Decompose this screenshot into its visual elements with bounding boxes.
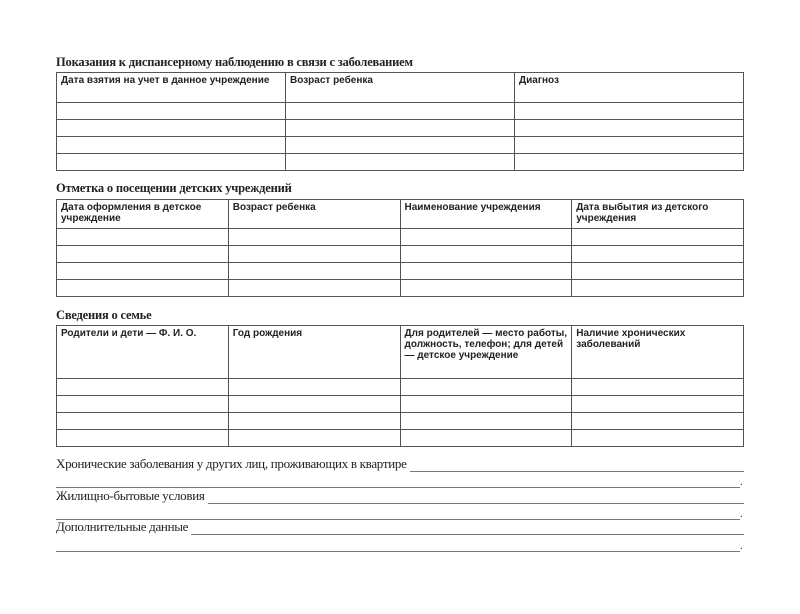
table-cell[interactable] — [227, 245, 401, 263]
column-header: Дата взятия на учет в данное учреждение — [56, 72, 286, 103]
table-cell[interactable] — [399, 429, 573, 447]
chronic-diseases-field: Хронические заболевания у других лиц, пр… — [56, 456, 744, 472]
table-row — [56, 102, 744, 120]
table-cell[interactable] — [399, 378, 573, 396]
table-cell[interactable] — [514, 153, 744, 171]
table-cell[interactable] — [571, 245, 744, 263]
table-cell[interactable] — [399, 412, 573, 430]
section-title-child-institutions: Отметка о посещении детских учреждений — [56, 181, 292, 195]
column-header: Дата выбытия из детского учреждения — [571, 199, 744, 229]
column-header: Возраст ребенка — [227, 199, 401, 229]
fill-line[interactable] — [409, 459, 744, 472]
dispensary-table: Дата взятия на учет в данное учреждение В… — [56, 72, 744, 171]
field-label: Хронические заболевания у других лиц, пр… — [56, 456, 407, 471]
table-row — [56, 119, 744, 137]
table-row — [56, 245, 744, 263]
table-cell[interactable] — [227, 395, 401, 413]
fill-line[interactable] — [207, 491, 744, 504]
table-cell[interactable] — [56, 262, 229, 280]
column-header: Год рождения — [227, 325, 401, 379]
table-cell[interactable] — [399, 395, 573, 413]
table-cell[interactable] — [571, 412, 744, 430]
table-row — [56, 279, 744, 297]
table-cell[interactable] — [571, 395, 744, 413]
fill-line[interactable] — [191, 522, 744, 535]
table-row — [56, 136, 744, 154]
table-cell[interactable] — [399, 279, 573, 297]
table-row — [56, 378, 744, 396]
table-cell[interactable] — [56, 102, 286, 120]
additional-data-field-cont: . — [56, 536, 744, 552]
living-conditions-field: Жилищно-бытовые условия — [56, 488, 744, 504]
table-row — [56, 228, 744, 246]
chronic-diseases-field-cont: . — [56, 472, 744, 488]
section-title-family: Сведения о семье — [56, 308, 152, 322]
table-cell[interactable] — [285, 136, 515, 154]
column-header: Родители и дети — Ф. И. О. — [56, 325, 229, 379]
table-cell[interactable] — [571, 228, 744, 246]
field-label: Дополнительные данные — [56, 519, 189, 534]
column-header: Диагноз — [514, 72, 744, 103]
table-cell[interactable] — [227, 378, 401, 396]
table-row — [56, 395, 744, 413]
column-header: Наименование учреждения — [399, 199, 573, 229]
table-cell[interactable] — [227, 262, 401, 280]
family-table: Родители и дети — Ф. И. О. Год рождения Дл… — [56, 325, 744, 447]
table-cell[interactable] — [571, 262, 744, 280]
table-cell[interactable] — [56, 378, 229, 396]
table-cell[interactable] — [514, 119, 744, 137]
table-row — [56, 412, 744, 430]
table-cell[interactable] — [227, 412, 401, 430]
column-header: Дата оформления в детское учреждение — [56, 199, 229, 229]
table-cell[interactable] — [56, 395, 229, 413]
table-cell[interactable] — [227, 429, 401, 447]
additional-data-field: Дополнительные данные — [56, 519, 744, 535]
table-cell[interactable] — [399, 262, 573, 280]
column-header: Наличие хронических заболеваний — [571, 325, 744, 379]
table-cell[interactable] — [56, 228, 229, 246]
column-header: Возраст ребенка — [285, 72, 515, 103]
table-cell[interactable] — [514, 102, 744, 120]
table-cell[interactable] — [56, 119, 286, 137]
table-cell[interactable] — [56, 245, 229, 263]
table-cell[interactable] — [399, 228, 573, 246]
child-institutions-table: Дата оформления в детское учреждение Возр… — [56, 199, 744, 297]
table-cell[interactable] — [285, 119, 515, 137]
fill-line[interactable] — [56, 475, 740, 488]
table-cell[interactable] — [56, 153, 286, 171]
section-title-dispensary: Показания к диспансерному наблюдению в с… — [56, 55, 413, 69]
table-cell[interactable] — [514, 136, 744, 154]
living-conditions-field-cont: . — [56, 504, 744, 520]
table-cell[interactable] — [399, 245, 573, 263]
table-cell[interactable] — [571, 279, 744, 297]
table-cell[interactable] — [56, 412, 229, 430]
table-cell[interactable] — [571, 429, 744, 447]
fill-line[interactable] — [56, 507, 740, 520]
table-cell[interactable] — [285, 102, 515, 120]
column-header: Для родителей — место работы, должность,… — [399, 325, 573, 379]
fill-line[interactable] — [56, 539, 740, 552]
table-row — [56, 153, 744, 171]
table-cell[interactable] — [227, 228, 401, 246]
table-cell[interactable] — [285, 153, 515, 171]
table-cell[interactable] — [571, 378, 744, 396]
table-cell[interactable] — [56, 136, 286, 154]
table-cell[interactable] — [56, 279, 229, 297]
table-cell[interactable] — [56, 429, 229, 447]
field-label: Жилищно-бытовые условия — [56, 488, 205, 503]
table-cell[interactable] — [227, 279, 401, 297]
table-row — [56, 262, 744, 280]
table-row — [56, 429, 744, 447]
